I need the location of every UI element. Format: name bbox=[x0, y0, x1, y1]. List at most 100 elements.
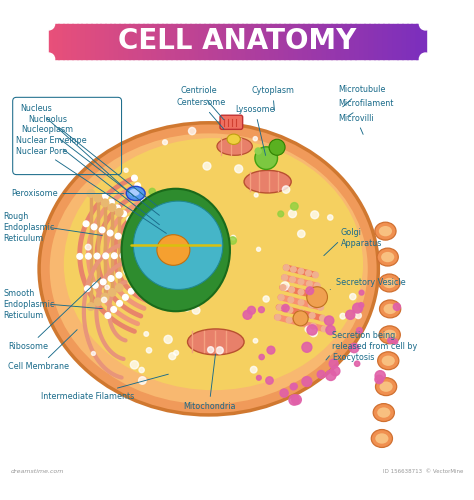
Bar bbox=[416, 24, 422, 59]
Circle shape bbox=[100, 279, 106, 284]
Bar bbox=[228, 24, 233, 59]
Circle shape bbox=[287, 307, 293, 313]
Circle shape bbox=[216, 347, 223, 354]
Bar bbox=[407, 24, 412, 59]
Circle shape bbox=[307, 325, 317, 335]
Circle shape bbox=[328, 215, 333, 220]
Circle shape bbox=[375, 375, 383, 384]
Circle shape bbox=[250, 366, 257, 373]
Circle shape bbox=[298, 300, 304, 305]
Circle shape bbox=[330, 366, 340, 376]
Bar bbox=[190, 24, 196, 59]
Circle shape bbox=[255, 147, 277, 170]
Bar bbox=[128, 24, 134, 59]
Text: Microfilament: Microfilament bbox=[338, 100, 394, 116]
Ellipse shape bbox=[380, 300, 401, 318]
Circle shape bbox=[135, 183, 140, 188]
Bar bbox=[152, 24, 158, 59]
Circle shape bbox=[124, 168, 128, 172]
Bar bbox=[162, 24, 167, 59]
Circle shape bbox=[307, 281, 312, 286]
Circle shape bbox=[145, 206, 150, 212]
Ellipse shape bbox=[378, 352, 399, 370]
Bar bbox=[322, 24, 328, 59]
Circle shape bbox=[101, 297, 107, 302]
Ellipse shape bbox=[375, 378, 397, 396]
Bar bbox=[312, 24, 318, 59]
Circle shape bbox=[107, 230, 113, 236]
Bar bbox=[213, 24, 219, 59]
Circle shape bbox=[83, 221, 89, 226]
Circle shape bbox=[184, 304, 190, 311]
Bar bbox=[359, 24, 365, 59]
Text: CELL ANATOMY: CELL ANATOMY bbox=[118, 28, 356, 56]
Ellipse shape bbox=[133, 201, 223, 290]
Circle shape bbox=[235, 165, 243, 173]
Bar bbox=[275, 24, 280, 59]
Circle shape bbox=[94, 298, 102, 306]
Circle shape bbox=[356, 312, 361, 318]
Circle shape bbox=[308, 292, 313, 297]
Circle shape bbox=[291, 266, 296, 272]
Bar bbox=[91, 24, 97, 59]
Bar bbox=[293, 24, 299, 59]
Text: Secretion being
released from cell by
Exocytosis: Secretion being released from cell by Ex… bbox=[332, 331, 418, 362]
Circle shape bbox=[289, 287, 294, 292]
Bar bbox=[298, 24, 304, 59]
Ellipse shape bbox=[157, 234, 190, 266]
Bar bbox=[115, 24, 120, 59]
Circle shape bbox=[306, 287, 314, 294]
Bar bbox=[265, 24, 271, 59]
Circle shape bbox=[350, 294, 356, 300]
Circle shape bbox=[92, 282, 98, 288]
Text: Nuclear Pore: Nuclear Pore bbox=[17, 146, 166, 234]
Circle shape bbox=[138, 190, 144, 196]
Text: Mitochondria: Mitochondria bbox=[183, 354, 235, 411]
Circle shape bbox=[256, 376, 261, 380]
Circle shape bbox=[169, 305, 173, 308]
Circle shape bbox=[42, 18, 55, 30]
Circle shape bbox=[105, 285, 109, 290]
Bar bbox=[242, 24, 247, 59]
Circle shape bbox=[86, 254, 91, 259]
Bar bbox=[392, 24, 398, 59]
Circle shape bbox=[139, 368, 144, 372]
Circle shape bbox=[419, 18, 432, 30]
Circle shape bbox=[134, 282, 140, 288]
Circle shape bbox=[292, 384, 297, 390]
Bar bbox=[346, 24, 351, 59]
Circle shape bbox=[101, 294, 109, 301]
Ellipse shape bbox=[371, 430, 392, 448]
Bar bbox=[411, 24, 417, 59]
Circle shape bbox=[111, 306, 117, 312]
Circle shape bbox=[286, 318, 292, 323]
Circle shape bbox=[290, 384, 297, 390]
Bar bbox=[308, 24, 313, 59]
Circle shape bbox=[298, 320, 302, 324]
Circle shape bbox=[314, 283, 320, 288]
Circle shape bbox=[203, 162, 211, 170]
Bar bbox=[369, 24, 374, 59]
Bar bbox=[246, 24, 252, 59]
Circle shape bbox=[356, 328, 362, 334]
Circle shape bbox=[132, 175, 137, 181]
Ellipse shape bbox=[188, 329, 244, 355]
Ellipse shape bbox=[383, 278, 396, 288]
Circle shape bbox=[162, 281, 170, 288]
Text: Secretory Vesicle: Secretory Vesicle bbox=[330, 278, 406, 289]
Circle shape bbox=[208, 346, 214, 353]
Circle shape bbox=[123, 294, 128, 300]
Text: Centriole: Centriole bbox=[181, 86, 224, 120]
Circle shape bbox=[149, 188, 155, 194]
Circle shape bbox=[101, 199, 109, 206]
Circle shape bbox=[288, 297, 293, 302]
Bar bbox=[317, 24, 323, 59]
Circle shape bbox=[133, 222, 139, 228]
Circle shape bbox=[266, 377, 273, 384]
Circle shape bbox=[280, 389, 288, 397]
Circle shape bbox=[267, 346, 275, 354]
Circle shape bbox=[291, 202, 298, 210]
Bar bbox=[48, 24, 54, 59]
Bar bbox=[77, 24, 82, 59]
Bar bbox=[157, 24, 163, 59]
